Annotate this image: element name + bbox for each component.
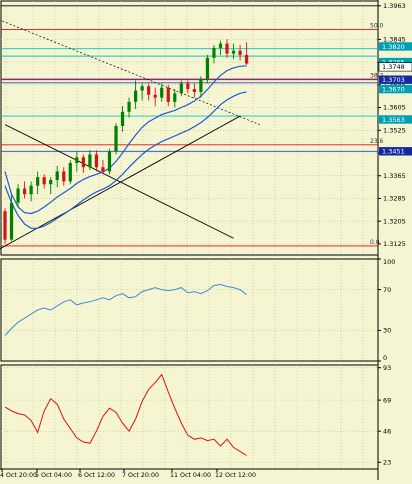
candle-body [101, 167, 105, 172]
candle-body [205, 57, 210, 80]
candle-body [166, 87, 170, 102]
candle-body [16, 188, 20, 203]
candle-body [231, 50, 236, 54]
candle-body [212, 47, 216, 58]
candle-body [3, 211, 7, 240]
candle-body [36, 177, 40, 186]
candle-body [173, 93, 177, 102]
price-marker-box [379, 115, 412, 124]
candle-body [134, 90, 138, 102]
trendline-solid [4, 124, 234, 239]
candle-body [114, 126, 118, 152]
candle-body [192, 89, 196, 92]
candle-body [179, 83, 183, 94]
candle-body [160, 87, 164, 98]
fib-level-label: 38.2 [370, 73, 384, 80]
fib-level-label: 0.0 [370, 239, 380, 246]
price-marker-label: 1.3748 [382, 63, 405, 71]
price-marker-box [379, 75, 412, 84]
price-marker-box [379, 42, 412, 51]
y-tick-label: 93 [383, 364, 391, 372]
price-marker-label: 1.3820 [382, 43, 405, 51]
x-tick-label: 4 Oct 20:00 [0, 472, 37, 479]
y-tick-label: 1.3285 [383, 195, 406, 203]
candle-body [245, 54, 249, 64]
price-marker-label: 1.3670 [382, 85, 405, 93]
y-tick-label: 1.3845 [383, 36, 406, 44]
oscillator-1-line [4, 283, 247, 336]
candle-body [22, 188, 27, 195]
candle-body [140, 86, 144, 91]
moving-average-inner [4, 65, 247, 215]
x-tick-label: 5 Oct 04:00 [35, 472, 72, 479]
candle-body [55, 171, 59, 180]
candle-body [9, 202, 14, 240]
candle-body [147, 86, 151, 95]
y-tick-label: 1.3605 [383, 104, 406, 112]
candle-body [153, 94, 157, 98]
y-tick-label: 69 [383, 396, 391, 404]
x-tick-label: 7 Oct 20:00 [122, 472, 159, 479]
y-tick-label: 30 [383, 327, 391, 335]
x-tick-label: 12 Oct 12:00 [215, 472, 256, 479]
price-marker-box [378, 62, 412, 72]
y-tick-label: 1.3525 [383, 126, 406, 134]
y-tick-label: 46 [383, 427, 391, 435]
y-tick-label: 1.3963 [383, 2, 406, 10]
candle-body [127, 101, 131, 112]
candle-body [199, 79, 203, 92]
y-tick-label: 1.3365 [383, 172, 406, 180]
candle-body [68, 162, 72, 182]
moving-average-outer [4, 91, 247, 229]
candle-body [49, 179, 53, 185]
trendline-dashed [0, 19, 260, 125]
candle-body [107, 151, 112, 172]
candle-body [42, 177, 46, 185]
price-marker-box [379, 84, 412, 94]
price-marker-label: 1.3765 [382, 58, 405, 66]
fib-level-label: 50.0 [370, 22, 384, 29]
candle-body [225, 43, 229, 54]
candle-body [120, 111, 125, 127]
fib-level-label: 23.6 [370, 138, 384, 145]
price-marker-label: 1.3703 [382, 76, 405, 84]
x-tick-label: 6 Oct 12:00 [78, 472, 115, 479]
candle-body [81, 157, 85, 168]
price-marker-label: 1.3451 [382, 148, 405, 156]
candle-body [29, 185, 33, 195]
y-tick-label: 23 [383, 458, 391, 466]
price-marker-box [379, 147, 412, 156]
candle-body [218, 43, 223, 48]
y-tick-label: 1.3205 [383, 217, 406, 225]
y-tick-label: 1.3125 [383, 240, 406, 248]
candle-body [75, 157, 79, 163]
price-marker-label: 1.3563 [382, 116, 405, 124]
x-tick-label: 11 Oct 04:00 [170, 472, 211, 479]
candle-body [94, 154, 99, 168]
candle-body [238, 50, 242, 55]
y-tick-label: 70 [383, 286, 391, 294]
candle-body [186, 83, 190, 90]
y-tick-label: 0 [383, 354, 387, 362]
price-marker-box [379, 57, 412, 67]
y-tick-label: 100 [383, 258, 395, 266]
candle-body [88, 154, 92, 168]
oscillator-2-line [4, 373, 247, 456]
candle-body [62, 171, 66, 182]
